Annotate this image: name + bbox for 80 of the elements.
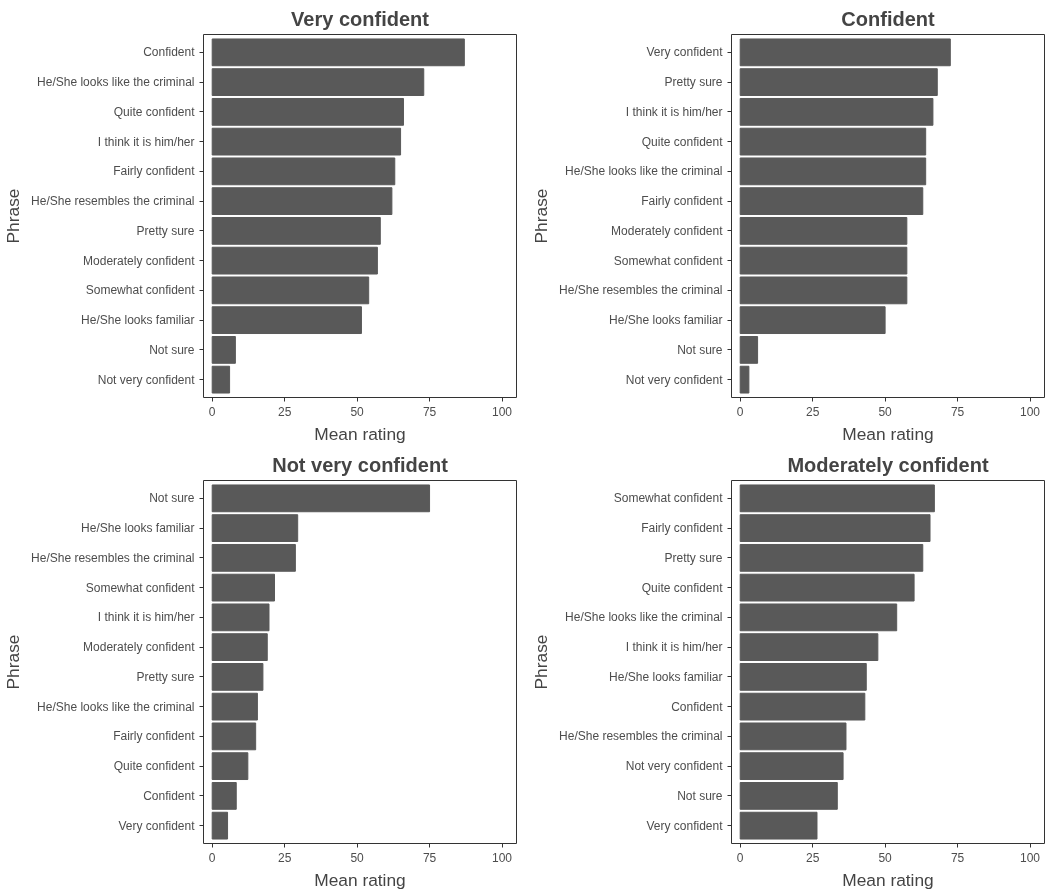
y-tick-label: Fairly confident	[113, 729, 196, 744]
x-axis-title: Mean rating	[842, 869, 934, 890]
y-tick-label: He/She looks familiar	[81, 521, 195, 536]
x-tick-label: 50	[878, 404, 893, 419]
y-tick-label: Pretty sure	[136, 223, 195, 238]
y-tick-label: Somewhat confident	[85, 283, 196, 298]
y-tick-label: Pretty sure	[664, 550, 723, 565]
y-tick-label: Very confident	[118, 818, 196, 833]
chart-title: Very confident	[291, 7, 430, 30]
y-tick-label: Somewhat confident	[85, 580, 196, 595]
y-tick-label: Very confident	[646, 818, 724, 833]
y-tick-label: Fairly confident	[641, 521, 724, 536]
x-tick-label: 75	[422, 404, 437, 419]
y-axis-title: Phrase	[3, 188, 24, 244]
y-tick-label: He/She resembles the criminal	[31, 194, 195, 209]
x-tick-label: 75	[950, 404, 965, 419]
x-tick-label: 50	[878, 850, 893, 865]
y-tick-label: Very confident	[646, 45, 724, 60]
y-tick-label: Confident	[671, 699, 724, 714]
y-tick-label: He/She looks like the criminal	[565, 164, 723, 179]
y-tick-label: I think it is him/her	[625, 640, 723, 655]
x-tick-label: 25	[277, 850, 292, 865]
y-tick-label: Pretty sure	[664, 75, 723, 90]
x-tick-label: 0	[208, 850, 216, 865]
y-tick-label: Not sure	[677, 342, 723, 357]
y-tick-label: Fairly confident	[641, 194, 724, 209]
x-tick-label: 0	[736, 850, 744, 865]
x-tick-label: 100	[492, 404, 513, 419]
y-tick-label: I think it is him/her	[97, 610, 195, 625]
y-tick-label: He/She looks like the criminal	[37, 699, 195, 714]
x-axis-title: Mean rating	[314, 869, 406, 890]
chart-title: Confident	[841, 7, 935, 30]
x-tick-label: 25	[805, 404, 820, 419]
y-tick-label: He/She looks like the criminal	[565, 610, 723, 625]
chart-title: Not very confident	[272, 453, 449, 476]
y-tick-label: He/She looks familiar	[609, 669, 723, 684]
y-tick-label: Fairly confident	[113, 164, 196, 179]
x-tick-label: 0	[736, 404, 744, 419]
chart-title: Moderately confident	[787, 453, 989, 476]
y-tick-label: Quite confident	[641, 134, 724, 149]
x-tick-label: 100	[492, 850, 513, 865]
x-tick-label: 25	[277, 404, 292, 419]
y-tick-label: Somewhat confident	[613, 491, 724, 506]
y-tick-label: Not very confident	[97, 372, 196, 387]
y-tick-label: Moderately confident	[611, 223, 724, 238]
y-tick-label: I think it is him/her	[625, 104, 723, 119]
y-tick-label: Quite confident	[113, 104, 196, 119]
y-tick-label: He/She resembles the criminal	[31, 550, 195, 565]
x-axis-title: Mean rating	[842, 423, 934, 444]
y-axis-title: Phrase	[3, 634, 24, 690]
y-tick-label: Confident	[143, 788, 196, 803]
y-tick-label: Not sure	[677, 788, 723, 803]
x-tick-label: 100	[1020, 850, 1041, 865]
y-tick-label: Quite confident	[641, 580, 724, 595]
y-tick-label: He/She resembles the criminal	[559, 729, 723, 744]
x-tick-label: 0	[208, 404, 216, 419]
y-tick-label: He/She looks like the criminal	[37, 75, 195, 90]
x-tick-label: 75	[950, 850, 965, 865]
x-tick-label: 100	[1020, 404, 1041, 419]
y-tick-label: Not very confident	[625, 759, 724, 774]
y-tick-label: He/She looks familiar	[609, 313, 723, 328]
y-tick-label: Moderately confident	[83, 253, 196, 268]
x-tick-label: 75	[422, 850, 437, 865]
x-axis-title: Mean rating	[314, 423, 406, 444]
x-tick-label: 50	[350, 850, 365, 865]
x-tick-label: 50	[350, 404, 365, 419]
y-tick-label: Quite confident	[113, 759, 196, 774]
y-tick-label: Moderately confident	[83, 640, 196, 655]
y-axis-title: Phrase	[531, 188, 552, 244]
y-tick-label: Not sure	[149, 491, 195, 506]
y-tick-label: Not sure	[149, 342, 195, 357]
y-axis-title: Phrase	[531, 634, 552, 690]
y-tick-label: He/She resembles the criminal	[559, 283, 723, 298]
y-tick-label: Not very confident	[625, 372, 724, 387]
y-tick-label: Somewhat confident	[613, 253, 724, 268]
y-tick-label: He/She looks familiar	[81, 313, 195, 328]
y-tick-label: I think it is him/her	[97, 134, 195, 149]
y-tick-label: Pretty sure	[136, 669, 195, 684]
y-tick-label: Confident	[143, 45, 196, 60]
x-tick-label: 25	[805, 850, 820, 865]
